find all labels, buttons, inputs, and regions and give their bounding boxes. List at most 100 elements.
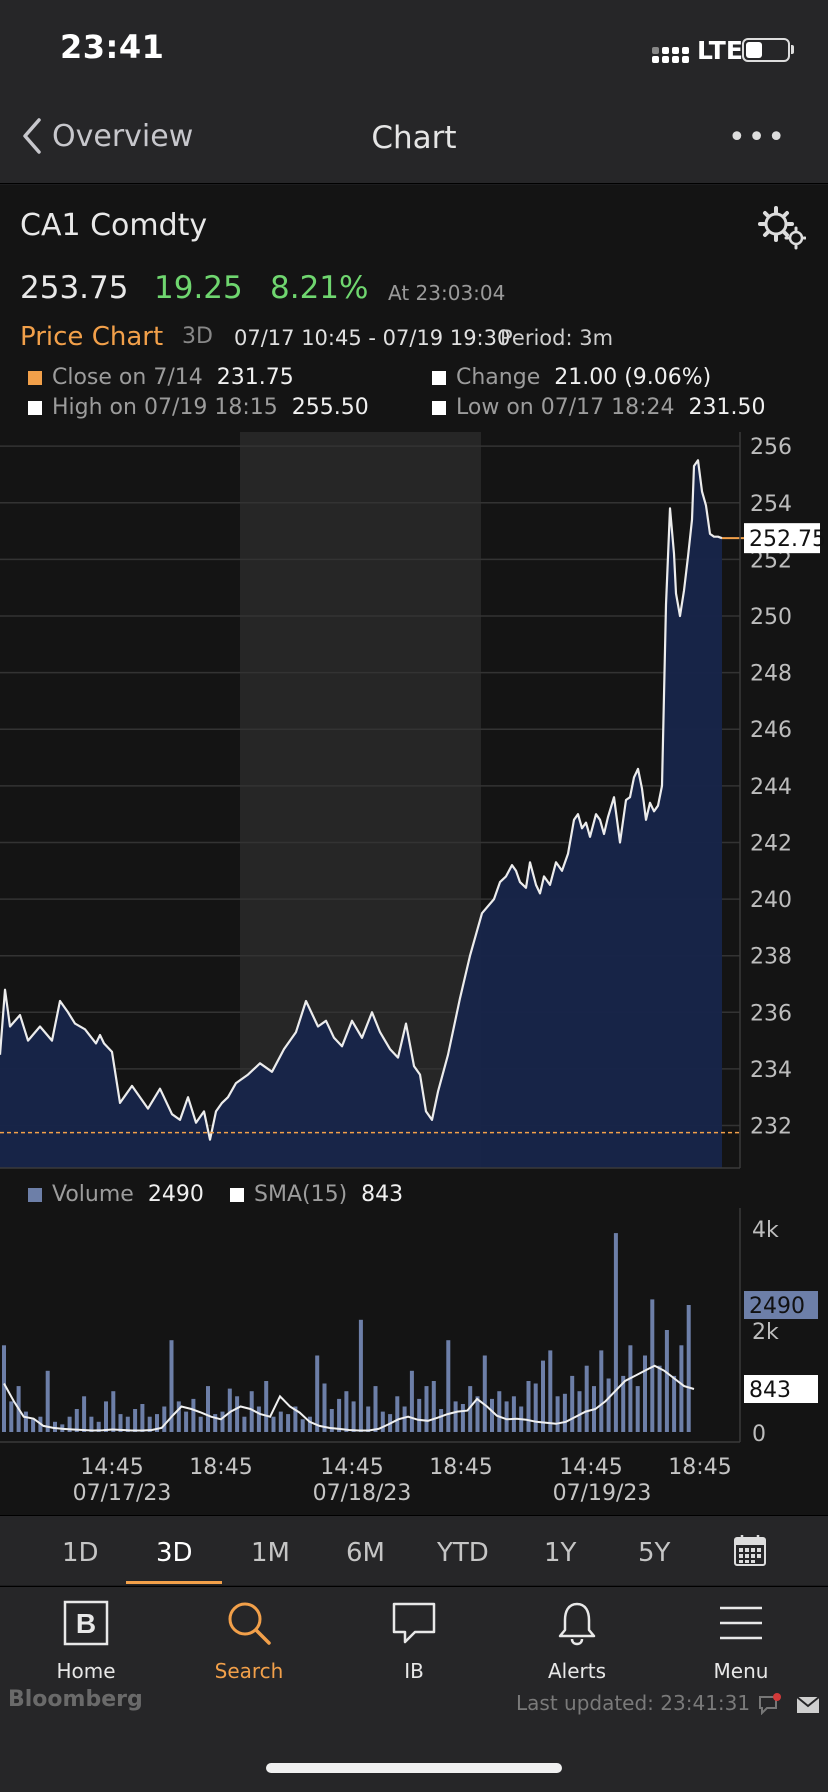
volume-bar [584,1365,589,1432]
volume-bar [628,1345,633,1432]
price-ytick-label: 234 [750,1058,792,1083]
volume-bar [191,1398,196,1432]
timeframe-5y[interactable]: 5Y [638,1538,671,1568]
tab-ib[interactable]: IB [354,1600,474,1683]
volume-bar [373,1386,378,1432]
volume-bar [89,1416,94,1432]
settings-gears-icon[interactable] [758,206,806,250]
sma-value-tag-label: 843 [749,1378,791,1403]
sma-swatch [230,1187,244,1202]
volume-bar [278,1411,283,1432]
calendar-icon[interactable] [734,1534,766,1566]
quote-timestamp: At 23:03:04 [388,281,506,305]
price-ytick-label: 246 [750,718,792,743]
low-swatch [432,400,446,415]
back-button[interactable]: Overview [22,118,193,154]
volume-bar [358,1319,363,1432]
search-icon [228,1602,271,1645]
tab-alerts[interactable]: Alerts [517,1600,637,1683]
tab-bar [0,1586,828,1792]
mail-icon[interactable] [796,1696,820,1714]
timeframe-3d[interactable]: 3D [156,1538,193,1568]
volume-bar [249,1391,254,1432]
high-label: High on 07/19 18:15 [52,395,278,420]
message-alert-icon[interactable] [758,1693,782,1715]
volume-bar [548,1350,553,1432]
low-value: 231.50 [688,395,766,420]
timeframe-1d[interactable]: 1D [62,1538,99,1568]
volume-bar [409,1370,414,1432]
volume-bar [329,1409,334,1432]
battery-icon [742,38,790,62]
volume-bar [82,1396,87,1432]
timeframe-6m[interactable]: 6M [346,1538,385,1568]
volume-bar [621,1375,626,1432]
volume-bar [140,1404,145,1432]
volume-bar [446,1340,451,1432]
volume-bar [657,1365,662,1432]
legend-high: High on 07/19 18:15 255.50 [28,395,369,420]
date-axis-label: 07/19/23 [553,1481,652,1506]
volume-bar [23,1411,28,1432]
volume-label: Volume [52,1182,134,1207]
volume-bar [504,1401,509,1432]
bloomberg-b-icon: B [63,1600,109,1646]
tab-search[interactable]: Search [189,1600,309,1683]
volume-bar [286,1414,291,1432]
last-price-tag [744,523,820,554]
hamburger-menu-icon [720,1606,762,1640]
time-axis-label: 18:45 [189,1455,252,1480]
volume-bar [679,1345,684,1432]
timeframe-bar [0,1515,828,1585]
volume-bar [206,1386,210,1432]
price-line [0,459,723,1141]
timeframe-ytd[interactable]: YTD [437,1538,489,1568]
volume-bar [67,1416,72,1432]
sma-value-tag [744,1375,818,1404]
price-ytick-label: 232 [750,1115,792,1140]
volume-bar [242,1416,247,1432]
volume-bar [490,1398,494,1432]
legend-close: Close on 7/14 231.75 [28,365,294,390]
volume-bar [111,1391,116,1432]
volume-bar [227,1388,232,1432]
timeframe-1m[interactable]: 1M [251,1538,290,1568]
security-ticker: CA1 Comdty [20,208,208,243]
volume-bar [606,1378,611,1432]
volume-bar [351,1401,356,1432]
volume-bar [635,1386,640,1432]
volume-bar [417,1398,422,1432]
volume-bar [482,1355,487,1432]
close-swatch [28,370,42,385]
volume-bar [45,1370,50,1432]
price-volume-chart[interactable]: 2562542522502482462442422402382362342322… [0,432,828,1512]
tab-menu[interactable]: Menu [681,1600,801,1683]
tab-alerts-label: Alerts [547,1659,607,1683]
last-price: 253.75 [20,270,129,306]
volume-bar [497,1391,502,1432]
volume-value-tag-label: 2490 [749,1294,805,1319]
more-options-icon[interactable]: ••• [728,120,788,155]
volume-bar [402,1406,407,1432]
change-label: Change [456,365,541,390]
price-ytick-label: 240 [750,888,792,913]
volume-bar [300,1419,305,1433]
time-axis-label: 14:45 [559,1455,622,1480]
volume-swatch [28,1187,42,1202]
price-ytick-label: 248 [750,662,792,687]
volume-bar [686,1305,691,1432]
volume-bar [613,1233,618,1432]
tab-home[interactable]: B Home [26,1600,146,1683]
chart-date-range: 07/17 10:45 - 07/19 19:30 [234,326,511,350]
last-updated: Last updated: 23:41:31 [516,1691,751,1715]
time-axis-label: 18:45 [429,1455,492,1480]
volume-bar [511,1396,516,1432]
chart-type-label[interactable]: Price Chart [20,322,164,352]
volume-bar [322,1383,327,1432]
close-value: 231.75 [216,365,294,390]
low-label: Low on 07/17 18:24 [456,395,675,420]
volume-bar [439,1409,444,1432]
volume-bar [235,1396,240,1432]
home-indicator [266,1763,562,1773]
timeframe-1y[interactable]: 1Y [544,1538,577,1568]
